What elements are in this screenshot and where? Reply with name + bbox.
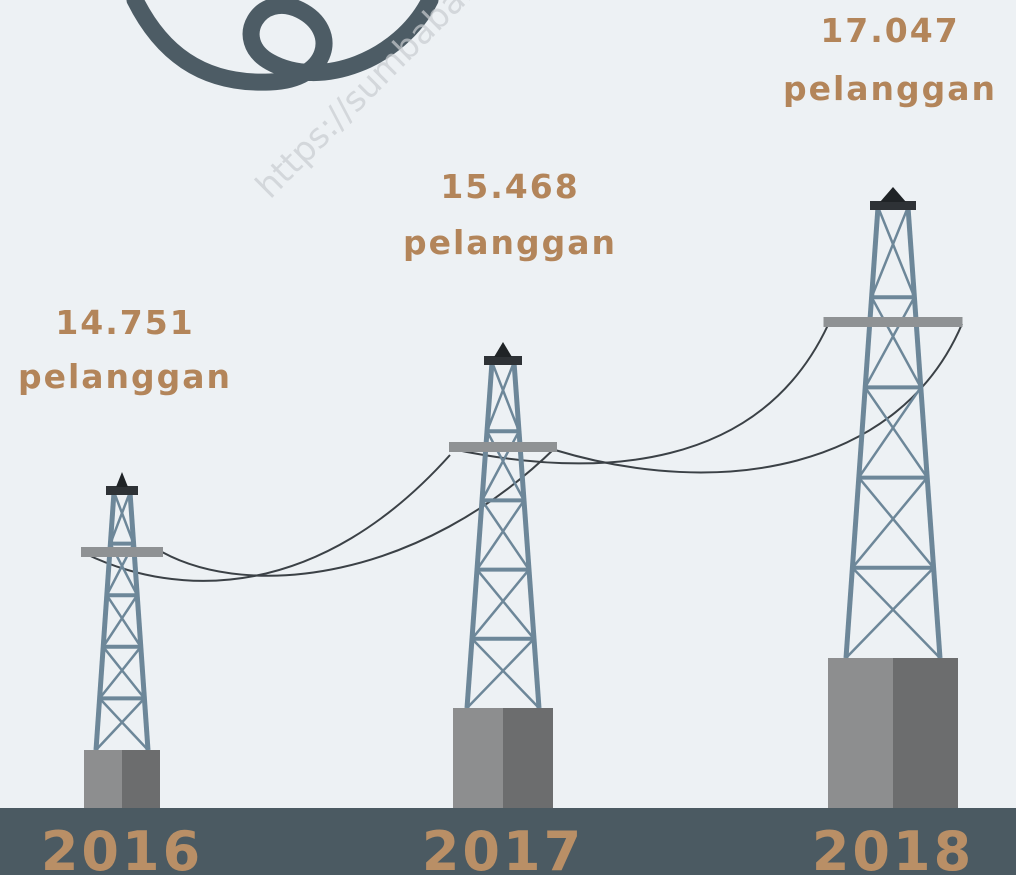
base-left (84, 750, 122, 808)
year-label: 2017 (422, 820, 584, 875)
cap (870, 201, 916, 210)
value-label: 14.751 (55, 303, 194, 342)
cap (484, 356, 522, 365)
base-left (453, 708, 503, 808)
crossarm (81, 547, 163, 557)
unit-label: pelanggan (403, 223, 617, 262)
unit-label: pelanggan (783, 69, 997, 108)
value-label: 17.047 (820, 11, 959, 50)
base-right (122, 750, 160, 808)
year-label: 2016 (41, 820, 203, 875)
unit-label: pelanggan (18, 357, 232, 396)
base-left (828, 658, 893, 808)
crossarm (824, 317, 963, 327)
year-label: 2018 (812, 820, 974, 875)
base-right (893, 658, 958, 808)
base-right (503, 708, 553, 808)
infographic: https://sumbabara 14.751 pelanggan 15.46… (0, 0, 1016, 875)
crossarm (449, 442, 557, 452)
value-label: 15.468 (440, 167, 579, 206)
cap (106, 486, 138, 495)
page: https://sumbabara 14.751 pelanggan 15.46… (0, 0, 1016, 875)
